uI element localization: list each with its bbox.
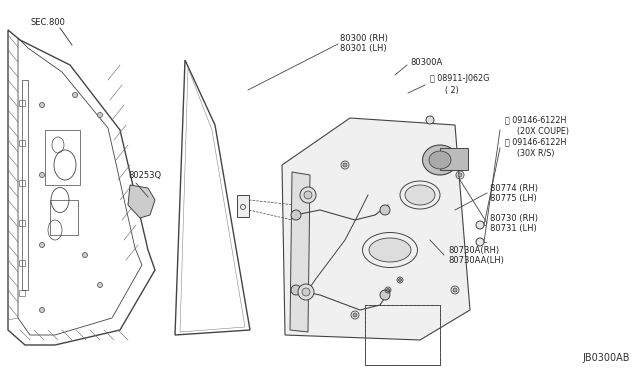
Text: SEC.800: SEC.800 (30, 17, 65, 26)
Bar (19, 140, 25, 146)
Text: 80301 (LH): 80301 (LH) (340, 44, 387, 52)
Circle shape (428, 153, 432, 157)
Circle shape (304, 191, 312, 199)
Text: Ⓢ 09146-6122H: Ⓢ 09146-6122H (505, 115, 566, 125)
Text: 80730 (RH): 80730 (RH) (490, 214, 538, 222)
Circle shape (40, 308, 45, 312)
Bar (45, 130, 80, 185)
Circle shape (300, 187, 316, 203)
Bar (19, 220, 25, 226)
Circle shape (72, 93, 77, 97)
Bar (440, 148, 468, 170)
Text: Ⓢ 09146-6122H: Ⓢ 09146-6122H (505, 138, 566, 147)
Text: 80300A: 80300A (410, 58, 442, 67)
Text: (30X R/S): (30X R/S) (517, 148, 554, 157)
Circle shape (476, 238, 484, 246)
Text: 80730A(RH): 80730A(RH) (448, 246, 499, 254)
Bar (50, 200, 78, 235)
Circle shape (399, 279, 401, 282)
Ellipse shape (369, 238, 411, 262)
Text: (20X COUPE): (20X COUPE) (517, 126, 569, 135)
Polygon shape (290, 172, 310, 332)
Bar (19, 100, 25, 106)
Bar (365, 305, 440, 365)
Circle shape (380, 205, 390, 215)
Circle shape (97, 112, 102, 118)
Circle shape (40, 173, 45, 177)
Ellipse shape (422, 145, 458, 175)
Bar (19, 180, 25, 186)
Circle shape (476, 221, 484, 229)
Text: 80775 (LH): 80775 (LH) (490, 193, 537, 202)
Circle shape (40, 103, 45, 108)
Circle shape (343, 163, 347, 167)
Bar (19, 260, 25, 266)
Text: 80731 (LH): 80731 (LH) (490, 224, 537, 232)
Text: 80300 (RH): 80300 (RH) (340, 33, 388, 42)
Ellipse shape (429, 151, 451, 169)
Circle shape (291, 285, 301, 295)
Text: 80253Q: 80253Q (128, 170, 161, 180)
Bar (237, 195, 249, 217)
Ellipse shape (405, 185, 435, 205)
Text: 80774 (RH): 80774 (RH) (490, 183, 538, 192)
Circle shape (302, 288, 310, 296)
Circle shape (426, 116, 434, 124)
Bar (19, 290, 25, 296)
Text: JB0300AB: JB0300AB (582, 353, 630, 363)
Circle shape (458, 173, 462, 177)
Circle shape (97, 282, 102, 288)
Circle shape (380, 290, 390, 300)
Text: ⓓ 08911-J062G: ⓓ 08911-J062G (430, 74, 490, 83)
Circle shape (453, 288, 457, 292)
Text: 80730AA(LH): 80730AA(LH) (448, 256, 504, 264)
Circle shape (298, 284, 314, 300)
Polygon shape (128, 185, 155, 218)
Circle shape (387, 289, 390, 292)
Circle shape (353, 313, 357, 317)
Circle shape (40, 243, 45, 247)
Circle shape (291, 210, 301, 220)
Circle shape (83, 253, 88, 257)
Bar (365, 305, 440, 365)
Polygon shape (282, 118, 470, 340)
Text: ( 2): ( 2) (445, 86, 459, 94)
